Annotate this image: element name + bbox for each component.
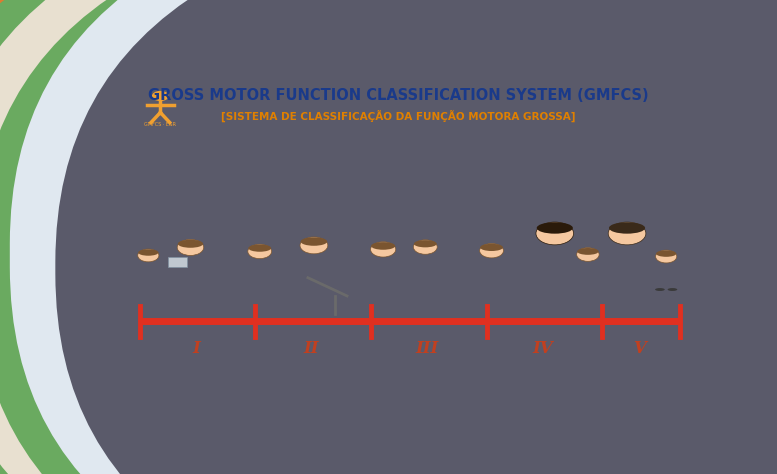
Circle shape — [177, 239, 204, 255]
Ellipse shape — [538, 292, 553, 296]
Ellipse shape — [371, 242, 395, 250]
Circle shape — [608, 222, 646, 245]
Bar — [652, 291, 684, 303]
Circle shape — [248, 244, 272, 259]
Ellipse shape — [480, 244, 503, 251]
Ellipse shape — [301, 237, 327, 246]
Ellipse shape — [385, 287, 396, 290]
Ellipse shape — [427, 283, 437, 286]
Text: [SISTEMA DE CLASSIFICAÇÃO DA FUNÇÃO MOTORA GROSSA]: [SISTEMA DE CLASSIFICAÇÃO DA FUNÇÃO MOTO… — [221, 110, 576, 122]
Bar — [166, 297, 214, 305]
Circle shape — [152, 91, 169, 101]
FancyBboxPatch shape — [55, 0, 777, 474]
FancyBboxPatch shape — [0, 0, 759, 474]
Text: III: III — [416, 340, 439, 357]
Text: GMFCS · E&R: GMFCS · E&R — [145, 122, 176, 128]
Ellipse shape — [537, 222, 573, 234]
Ellipse shape — [176, 287, 189, 291]
Ellipse shape — [542, 90, 712, 228]
FancyBboxPatch shape — [10, 0, 777, 474]
Text: I: I — [193, 340, 200, 357]
Circle shape — [536, 222, 573, 245]
Ellipse shape — [138, 249, 159, 255]
Circle shape — [361, 293, 371, 299]
Ellipse shape — [249, 245, 271, 252]
Bar — [476, 289, 510, 303]
Bar — [168, 257, 186, 267]
FancyBboxPatch shape — [97, 57, 699, 422]
Bar — [121, 90, 681, 319]
Ellipse shape — [609, 222, 645, 234]
Bar — [315, 289, 346, 297]
Ellipse shape — [247, 287, 258, 290]
Ellipse shape — [261, 287, 272, 290]
Bar — [197, 281, 214, 289]
Ellipse shape — [667, 288, 678, 291]
Ellipse shape — [577, 248, 598, 255]
Ellipse shape — [549, 227, 564, 245]
Bar — [182, 289, 214, 297]
Circle shape — [598, 294, 606, 299]
Bar — [330, 281, 346, 289]
Circle shape — [660, 296, 669, 301]
Circle shape — [413, 240, 437, 254]
Ellipse shape — [590, 288, 600, 291]
Ellipse shape — [315, 287, 329, 291]
Circle shape — [485, 295, 495, 301]
Circle shape — [395, 293, 405, 299]
Circle shape — [577, 248, 599, 261]
Ellipse shape — [576, 288, 587, 291]
Ellipse shape — [178, 240, 203, 248]
Ellipse shape — [611, 292, 625, 296]
Text: V: V — [632, 340, 646, 357]
Ellipse shape — [493, 286, 504, 290]
Circle shape — [570, 294, 577, 299]
Ellipse shape — [414, 240, 437, 247]
Text: IV: IV — [532, 340, 553, 357]
Circle shape — [656, 250, 677, 263]
Circle shape — [505, 300, 520, 309]
Ellipse shape — [556, 292, 571, 296]
Circle shape — [371, 242, 395, 257]
Circle shape — [138, 249, 159, 262]
Circle shape — [472, 287, 508, 309]
Ellipse shape — [621, 227, 636, 245]
Text: GROSS MOTOR FUNCTION CLASSIFICATION SYSTEM (GMFCS): GROSS MOTOR FUNCTION CLASSIFICATION SYST… — [148, 88, 649, 103]
Ellipse shape — [479, 286, 490, 290]
Ellipse shape — [413, 283, 423, 286]
Ellipse shape — [192, 287, 204, 291]
Ellipse shape — [299, 287, 312, 291]
Text: II: II — [304, 340, 319, 357]
Ellipse shape — [655, 288, 665, 291]
Circle shape — [300, 237, 328, 254]
Ellipse shape — [656, 250, 676, 257]
Bar — [299, 297, 346, 305]
Ellipse shape — [138, 287, 147, 290]
Ellipse shape — [150, 287, 159, 290]
Circle shape — [479, 244, 503, 258]
FancyBboxPatch shape — [97, 57, 699, 422]
Circle shape — [420, 292, 425, 295]
Circle shape — [680, 301, 693, 309]
Ellipse shape — [370, 287, 382, 290]
Circle shape — [647, 288, 681, 309]
Ellipse shape — [629, 292, 643, 296]
